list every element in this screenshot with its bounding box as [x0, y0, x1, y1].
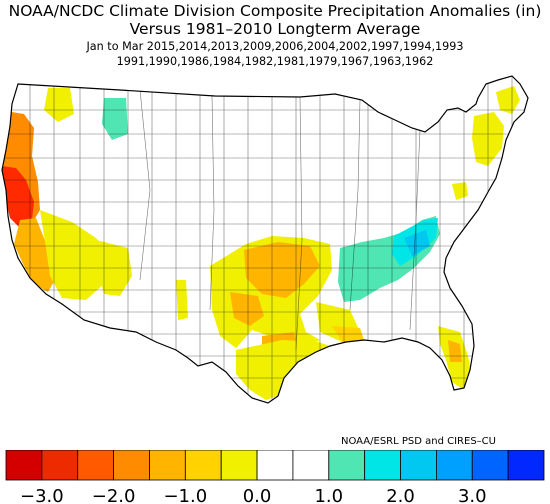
title-line-2: Versus 1981–2010 Longterm Average	[129, 20, 421, 38]
colorbar: −3.0 −2.0 −1.0 0.0 1.0 2.0 3.0	[5, 450, 545, 504]
colorbar-bin	[220, 450, 258, 481]
colorbar-bin	[149, 450, 186, 481]
subtitle-years-2: 1991,1990,1986,1984,1982,1981,1979,1967,…	[116, 55, 434, 68]
subtitle-years-1: Jan to Mar 2015,2014,2013,2009,2006,2004…	[86, 40, 464, 53]
anomaly-maine	[496, 86, 520, 114]
anomaly-new-mexico-strip	[176, 280, 188, 320]
colorbar-bin	[400, 450, 437, 481]
colorbar-bin	[435, 450, 473, 481]
anomaly-north-california-coast	[2, 166, 34, 228]
colorbar-bin	[364, 450, 401, 481]
anomaly-nevada-california-interior	[40, 210, 112, 300]
colorbar-bin	[507, 450, 545, 481]
colorbar-bin	[256, 450, 294, 481]
colorbar-bin	[292, 450, 330, 481]
colorbar-bin	[328, 450, 366, 481]
colorbar-bin	[77, 450, 114, 481]
colorbar-tick-label: 3.0	[458, 486, 487, 504]
colorbar-tick-label: −3.0	[20, 486, 64, 504]
colorbar-tick-label: −1.0	[163, 486, 207, 504]
colorbar-tick-label: 2.0	[386, 486, 415, 504]
anomaly-florida-central	[448, 340, 462, 362]
colorbar-bin	[471, 450, 509, 481]
anomaly-central-california	[14, 218, 56, 292]
anomaly-south-texas	[236, 340, 330, 400]
colorbar-bin	[5, 450, 43, 481]
us-climate-division-map	[1, 75, 529, 404]
anomaly-east-tennessee-core	[404, 230, 430, 256]
colorbar-tick-label: 1.0	[314, 486, 343, 504]
anomaly-montana-west	[102, 98, 128, 140]
colorbar-bin	[184, 450, 222, 481]
colorbar-bin	[41, 450, 79, 481]
credit-text: NOAA/ESRL PSD and CIRES–CU	[341, 436, 496, 447]
colorbar-bin	[113, 450, 150, 481]
anomaly-texas-panhandle	[230, 292, 264, 326]
colorbar-tick-label: 0.0	[243, 486, 272, 504]
title-line-1: NOAA/NCDC Climate Division Composite Pre…	[8, 2, 542, 20]
anomaly-washington-interior	[44, 88, 74, 122]
colorbar-tick-label: −2.0	[92, 486, 136, 504]
division-boundaries	[2, 76, 528, 403]
